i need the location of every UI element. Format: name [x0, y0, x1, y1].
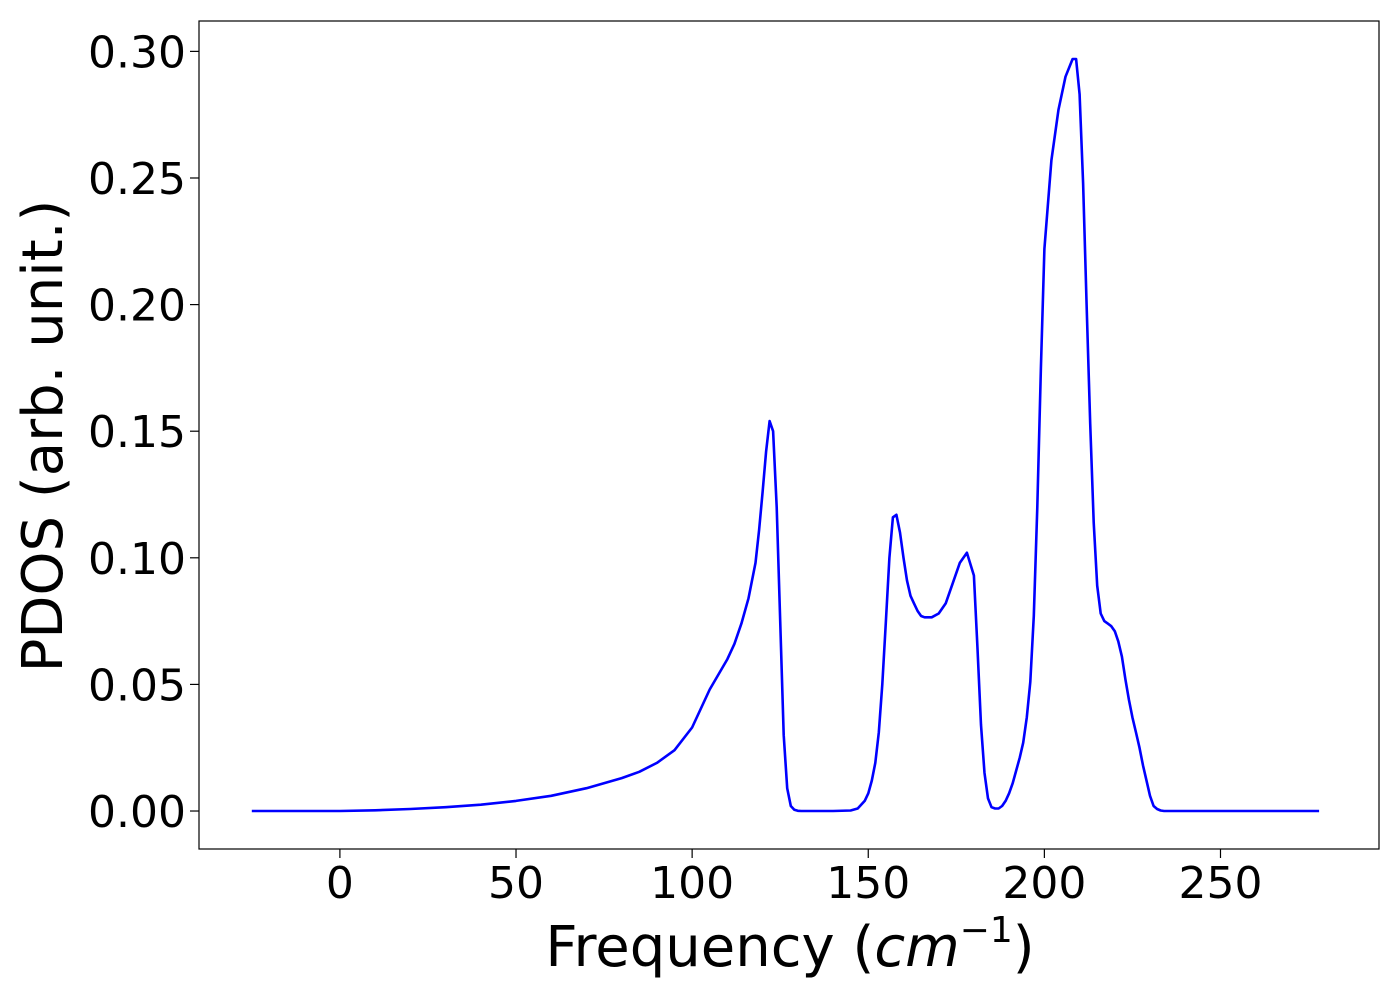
x-axis-label-unit: cm: [874, 915, 959, 980]
y-tick-label: 0.05: [88, 660, 186, 711]
y-tick-label: 0.00: [88, 787, 186, 838]
y-tick-label: 0.30: [88, 27, 186, 78]
x-tick-label: 100: [650, 858, 734, 909]
y-axis-label: PDOS (arb. unit.): [11, 200, 76, 673]
y-tick-label: 0.20: [88, 281, 186, 332]
x-axis-label: Frequency (cm−1): [545, 910, 1034, 980]
plot-area-frame: [198, 20, 1380, 850]
x-axis-label-close: ): [1013, 915, 1035, 980]
x-axis-label-text: Frequency (: [545, 915, 874, 980]
x-tick-label: 50: [488, 858, 544, 909]
pdos-series-line: [251, 57, 1320, 813]
x-tick-label: 250: [1179, 858, 1263, 909]
tick-layer: 0 50 100 150 200 250 0.00 0.05 0.10 0.15 0.20 0.25 0…: [88, 27, 1262, 909]
y-tick-label: 0.15: [88, 407, 186, 458]
y-tick-label: 0.25: [88, 154, 186, 205]
x-tick-label: 150: [826, 858, 910, 909]
x-tick-label: 0: [326, 858, 354, 909]
y-tick-label: 0.10: [88, 534, 186, 585]
x-tick-label: 200: [1002, 858, 1086, 909]
x-axis-label-exponent: −1: [960, 910, 1013, 951]
